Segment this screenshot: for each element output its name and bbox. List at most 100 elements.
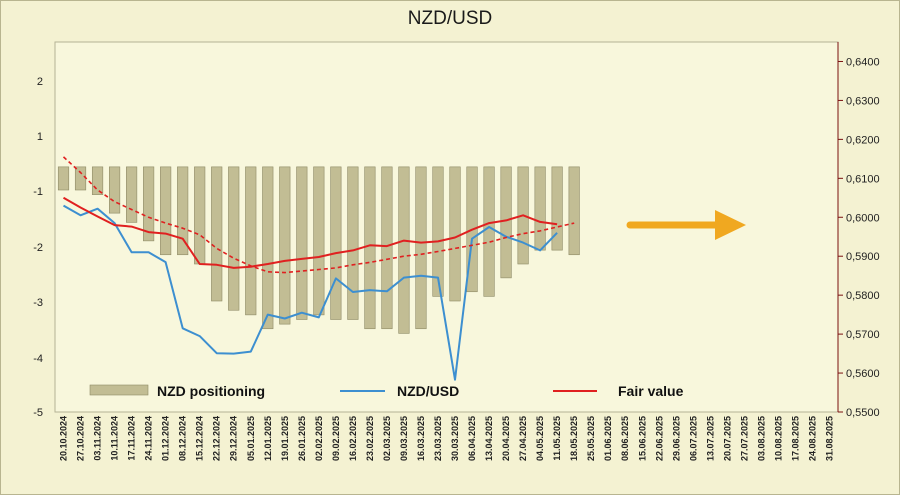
x-tick-label: 24.08.2025 [807,416,817,461]
left-tick-label: -5 [33,407,43,419]
bar [126,166,138,223]
x-tick-label: 31.08.2025 [824,416,834,461]
bar [500,166,512,279]
x-tick-label: 17.11.2024 [127,416,137,461]
x-axis: 20.10.2024 27.10.2024 03.11.2024 10.11.2024… [59,416,835,461]
x-tick-label: 06.04.2025 [467,416,477,461]
right-tick-label: 0,5500 [846,407,880,419]
bar [177,166,189,256]
right-tick-label: 0,6300 [846,95,880,107]
bar [347,166,359,320]
left-tick-label: 2 [37,76,43,88]
x-tick-label: 16.03.2025 [416,416,426,461]
x-tick-label: 26.01.2025 [297,416,307,461]
bar [398,166,410,334]
line-series-group [62,156,575,381]
x-tick-label: 02.03.2025 [382,416,392,461]
bar [91,166,104,195]
x-tick-label: 03.08.2025 [756,416,766,461]
x-tick-label: 23.02.2025 [365,416,375,461]
bar [330,166,342,320]
left-tick-label: -4 [33,353,43,365]
x-tick-label: 23.03.2025 [433,416,443,461]
legend-label-nzdusd: NZD/USD [397,383,459,399]
nzdusd-line [63,204,558,381]
fair-value-line [63,196,558,269]
x-tick-label: 15.06.2025 [637,416,647,461]
right-axis: 0,6400 0,6300 0,6200 0,6100 0,6000 0,5900 0,58… [837,42,880,419]
bar [364,166,376,330]
x-tick-label: 02.02.2025 [314,416,324,461]
x-tick-label: 27.07.2025 [739,416,749,461]
right-tick-label: 0,6000 [846,212,880,224]
bar [279,166,291,325]
x-tick-label: 10.11.2024 [110,416,120,461]
fair-value-dashed-line [62,156,575,274]
bar [108,166,121,214]
x-tick-label: 09.02.2025 [331,416,341,461]
bar [143,166,155,242]
right-tick-label: 0,6100 [846,173,880,185]
bar [296,166,308,320]
x-tick-label: 16.02.2025 [348,416,358,461]
x-tick-label: 20.10.2024 [59,416,69,461]
bar [551,166,563,251]
x-tick-label: 27.10.2024 [76,416,86,461]
x-tick-label: 13.04.2025 [484,416,494,461]
left-tick-label: 1 [37,131,43,143]
x-tick-label: 22.06.2025 [654,416,664,461]
x-tick-label: 05.01.2025 [246,416,256,461]
x-tick-label: 19.01.2025 [280,416,290,461]
bar [57,166,70,191]
x-tick-label: 13.07.2025 [705,416,715,461]
bar [245,166,257,316]
bar [449,166,461,302]
x-tick-label: 18.05.2025 [569,416,579,461]
x-tick-label: 20.04.2025 [501,416,511,461]
chart-title: NZD/USD [407,8,493,29]
right-tick-label: 0,5800 [846,290,880,302]
x-tick-label: 10.08.2025 [773,416,783,461]
x-tick-label: 24.11.2024 [144,416,154,461]
x-tick-label: 06.07.2025 [688,416,698,461]
x-tick-label: 09.03.2025 [399,416,409,461]
left-tick-label: -2 [33,242,43,254]
x-tick-label: 08.06.2025 [620,416,630,461]
bar [194,166,206,265]
x-tick-label: 17.08.2025 [790,416,800,461]
legend-label-positioning: NZD positioning [157,383,265,399]
bar [74,166,87,191]
x-tick-label: 25.05.2025 [586,416,596,461]
x-tick-label: 29.12.2024 [229,416,239,461]
right-tick-label: 0,6200 [846,134,880,146]
bar [211,166,223,302]
bar [381,166,393,330]
x-tick-label: 01.06.2025 [603,416,613,461]
x-tick-label: 12.01.2025 [263,416,273,461]
left-tick-label: -1 [33,186,43,198]
legend: NZD positioning NZD/USD Fair value [89,383,684,399]
legend-swatch-positioning [89,384,149,396]
left-tick-label: -3 [33,297,43,309]
x-tick-label: 29.06.2025 [671,416,681,461]
legend-label-fair-value: Fair value [618,383,684,399]
right-tick-label: 0,5700 [846,329,880,341]
left-axis: 2 1 -1 -2 -3 -4 -5 [33,76,43,419]
x-tick-label: 01.12.2024 [161,416,171,461]
x-tick-label: 11.05.2025 [552,416,562,461]
bar [228,166,240,311]
bar [534,166,546,251]
bar [432,166,444,297]
bar [160,166,172,256]
bar [483,166,495,297]
x-tick-label: 03.11.2024 [93,416,103,461]
annotation-arrow [626,210,746,240]
x-tick-label: 08.12.2024 [178,416,188,461]
x-tick-label: 04.05.2025 [535,416,545,461]
x-tick-label: 27.04.2025 [518,416,528,461]
x-tick-label: 20.07.2025 [722,416,732,461]
bar [568,166,580,256]
bar [415,166,427,330]
arrow-head [715,210,746,240]
